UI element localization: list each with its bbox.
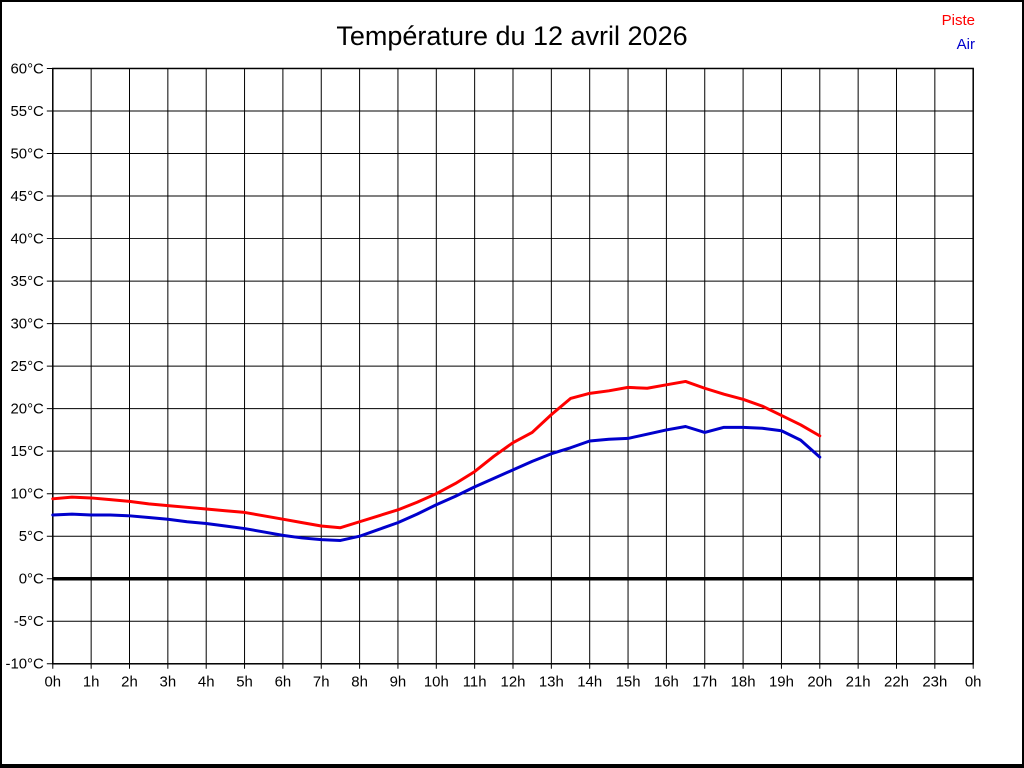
- legend: Piste Air: [942, 12, 975, 53]
- svg-text:5h: 5h: [236, 675, 253, 691]
- svg-text:6h: 6h: [275, 675, 292, 691]
- svg-text:13h: 13h: [539, 675, 564, 691]
- svg-text:11h: 11h: [463, 675, 487, 691]
- page-title: Température du 12 avril 2026: [336, 21, 688, 51]
- svg-text:2h: 2h: [121, 675, 138, 691]
- svg-text:45°C: 45°C: [10, 189, 44, 205]
- legend-item-piste: Piste: [941, 12, 975, 29]
- svg-text:3h: 3h: [160, 675, 177, 691]
- svg-text:10°C: 10°C: [10, 487, 44, 503]
- svg-text:17h: 17h: [692, 675, 717, 691]
- svg-text:9h: 9h: [390, 675, 407, 691]
- svg-text:30°C: 30°C: [10, 317, 44, 333]
- svg-text:1h: 1h: [83, 675, 100, 691]
- svg-text:8h: 8h: [351, 675, 368, 691]
- svg-text:5°C: 5°C: [19, 529, 44, 545]
- svg-text:10h: 10h: [424, 675, 449, 691]
- svg-text:35°C: 35°C: [10, 274, 44, 290]
- svg-text:50°C: 50°C: [10, 147, 44, 163]
- svg-text:14h: 14h: [577, 675, 602, 691]
- svg-text:0h: 0h: [44, 675, 61, 691]
- svg-text:23h: 23h: [922, 675, 947, 691]
- svg-text:-5°C: -5°C: [14, 614, 44, 630]
- svg-text:4h: 4h: [198, 675, 215, 691]
- svg-text:25°C: 25°C: [10, 359, 44, 375]
- svg-text:60°C: 60°C: [10, 61, 44, 77]
- svg-text:16h: 16h: [654, 675, 679, 691]
- svg-text:55°C: 55°C: [10, 104, 44, 120]
- svg-text:15h: 15h: [616, 675, 641, 691]
- svg-text:7h: 7h: [313, 675, 330, 691]
- svg-text:-10°C: -10°C: [5, 657, 44, 673]
- svg-text:12h: 12h: [501, 675, 526, 691]
- svg-text:20°C: 20°C: [10, 402, 44, 418]
- svg-text:40°C: 40°C: [10, 232, 44, 248]
- svg-text:18h: 18h: [731, 675, 756, 691]
- svg-text:0°C: 0°C: [19, 572, 44, 588]
- svg-text:20h: 20h: [807, 675, 832, 691]
- svg-text:21h: 21h: [846, 675, 871, 691]
- legend-item-air: Air: [956, 36, 975, 53]
- svg-text:15°C: 15°C: [10, 444, 44, 460]
- svg-text:0h: 0h: [965, 675, 982, 691]
- svg-text:19h: 19h: [769, 675, 794, 691]
- svg-text:22h: 22h: [884, 675, 909, 691]
